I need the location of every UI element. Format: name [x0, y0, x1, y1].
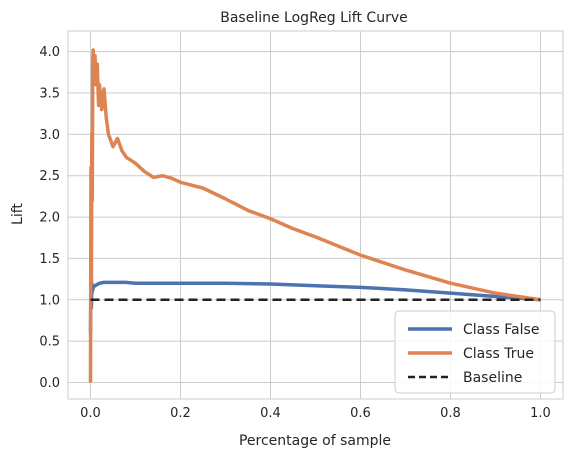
y-tick-label: 3.0	[39, 128, 60, 143]
series-line-class-true	[88, 48, 541, 383]
y-tick-label: 2.5	[39, 169, 60, 184]
x-tick-label: 0.8	[440, 406, 461, 421]
y-tick-label: 1.0	[39, 293, 60, 308]
y-axis-label: Lift	[10, 203, 26, 225]
y-tick-label: 2.0	[39, 211, 60, 226]
x-tick-label: 0.0	[80, 406, 101, 421]
y-tick-label: 4.0	[39, 45, 60, 60]
legend-label-class-false: Class False	[463, 322, 539, 338]
x-tick-label: 0.6	[350, 406, 371, 421]
legend: Class False Class True Baseline	[394, 310, 556, 394]
y-axis-ticks: 0.0 0.5 1.0 1.5 2.0 2.5 3.0 3.5 4.0	[39, 45, 60, 391]
legend-label-class-true: Class True	[463, 346, 534, 362]
legend-box	[394, 310, 556, 394]
y-tick-label: 1.5	[39, 252, 60, 267]
y-tick-label: 3.5	[39, 87, 60, 102]
x-axis-ticks: 0.0 0.2 0.4 0.6 0.8 1.0	[80, 406, 551, 421]
x-tick-label: 0.2	[170, 406, 191, 421]
y-tick-label: 0.0	[39, 376, 60, 391]
series-lines	[88, 48, 541, 383]
x-axis-label: Percentage of sample	[239, 433, 391, 449]
y-tick-label: 0.5	[39, 335, 60, 350]
x-tick-label: 1.0	[530, 406, 551, 421]
chart-title: Baseline LogReg Lift Curve	[220, 10, 407, 26]
legend-label-baseline: Baseline	[463, 370, 522, 386]
x-tick-label: 0.4	[260, 406, 281, 421]
